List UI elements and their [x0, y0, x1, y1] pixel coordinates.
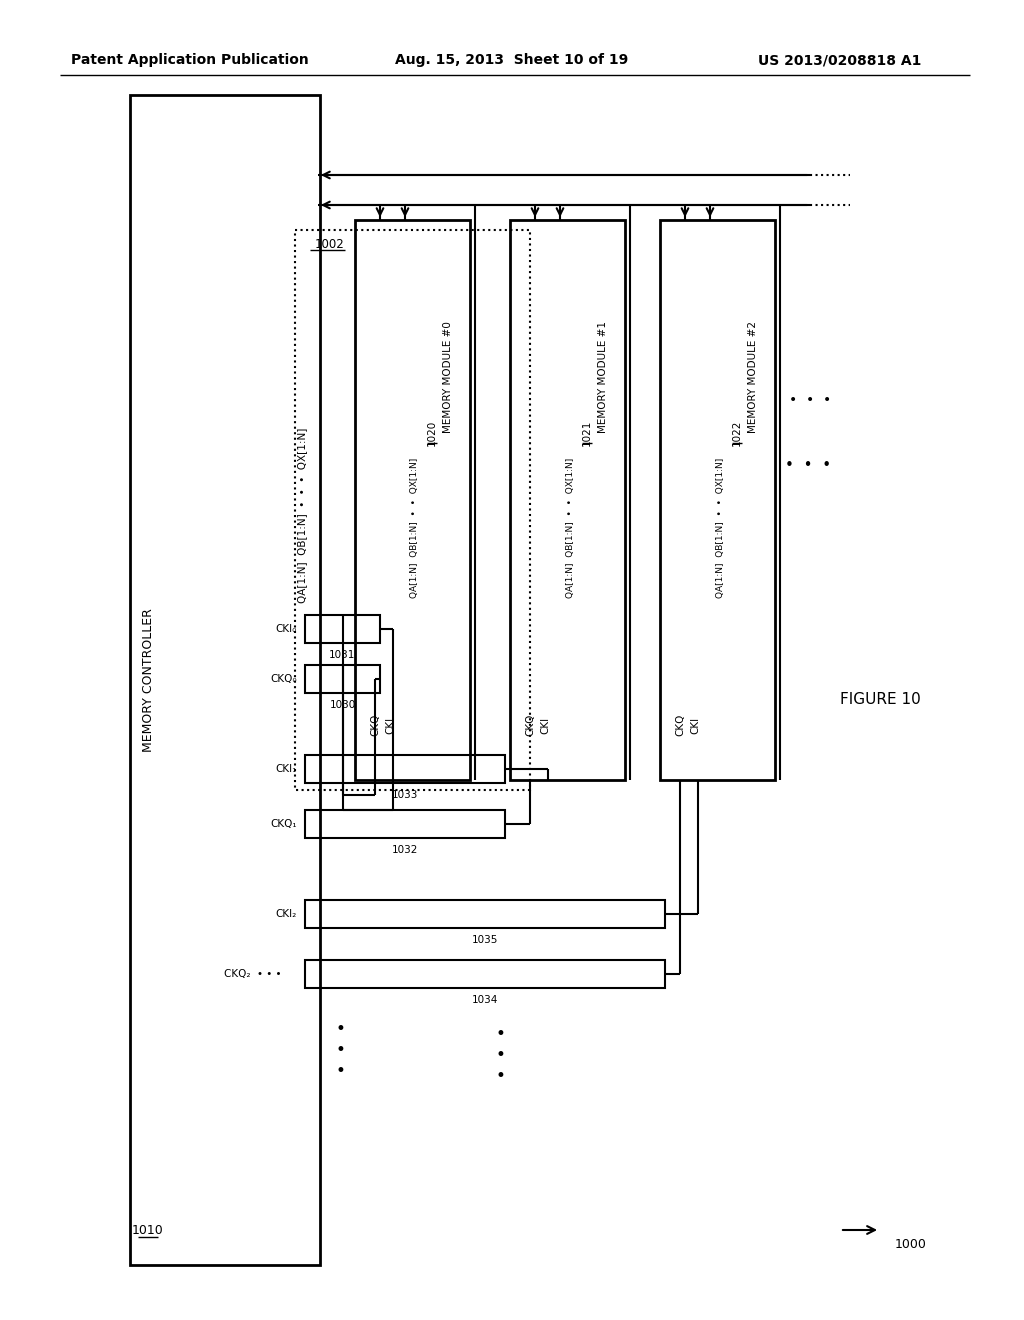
- Bar: [660, 220, 775, 780]
- Bar: [305, 755, 505, 783]
- Text: CKQ₀: CKQ₀: [270, 675, 297, 684]
- Bar: [130, 95, 319, 1265]
- Text: 1022: 1022: [732, 420, 742, 446]
- Bar: [295, 230, 530, 789]
- Text: Patent Application Publication: Patent Application Publication: [71, 53, 309, 67]
- Text: CKQ: CKQ: [675, 714, 685, 737]
- Text: CKI: CKI: [385, 717, 395, 734]
- Text: CKI: CKI: [540, 717, 550, 734]
- Text: US 2013/0208818 A1: US 2013/0208818 A1: [759, 53, 922, 67]
- Text: CKI: CKI: [690, 717, 700, 734]
- Text: FIGURE 10: FIGURE 10: [840, 693, 921, 708]
- Bar: [305, 810, 505, 838]
- Text: 1032: 1032: [392, 845, 418, 855]
- Text: CKI₂: CKI₂: [275, 909, 297, 919]
- Text: QA[1:N]  QB[1:N]  •  •  QX[1:N]: QA[1:N] QB[1:N] • • QX[1:N]: [716, 458, 725, 598]
- Text: 1031: 1031: [330, 649, 355, 660]
- Text: CKQ₁: CKQ₁: [270, 818, 297, 829]
- Text: CKI₁: CKI₁: [275, 764, 297, 774]
- Text: 1010: 1010: [132, 1224, 164, 1237]
- Text: 1002: 1002: [315, 239, 345, 252]
- Text: Aug. 15, 2013  Sheet 10 of 19: Aug. 15, 2013 Sheet 10 of 19: [395, 53, 629, 67]
- Bar: [305, 615, 380, 643]
- Bar: [305, 665, 380, 693]
- Text: 1035: 1035: [472, 935, 499, 945]
- Text: MEMORY MODULE #0: MEMORY MODULE #0: [443, 321, 453, 433]
- Text: CKQ: CKQ: [525, 714, 535, 737]
- Text: 1020: 1020: [427, 420, 437, 446]
- Text: •  •  •: • • •: [785, 458, 831, 473]
- Text: 1000: 1000: [895, 1238, 927, 1251]
- Text: QA[1:N]  QB[1:N]  •  •  QX[1:N]: QA[1:N] QB[1:N] • • QX[1:N]: [565, 458, 574, 598]
- Bar: [305, 960, 665, 987]
- Text: 1021: 1021: [582, 420, 592, 446]
- Text: QA[1:N]  QB[1:N]  •  •  QX[1:N]: QA[1:N] QB[1:N] • • QX[1:N]: [411, 458, 420, 598]
- Text: •
•
•: • • •: [495, 1026, 505, 1085]
- Text: 1030: 1030: [330, 700, 355, 710]
- Text: MEMORY MODULE #1: MEMORY MODULE #1: [598, 321, 608, 433]
- Text: 1034: 1034: [472, 995, 499, 1005]
- Text: •  •  •: • • •: [788, 393, 831, 407]
- Bar: [355, 220, 470, 780]
- Text: 1033: 1033: [392, 789, 418, 800]
- Text: MEMORY CONTROLLER: MEMORY CONTROLLER: [141, 609, 155, 752]
- Text: CKQ₂  • • •: CKQ₂ • • •: [224, 969, 282, 979]
- Bar: [510, 220, 625, 780]
- Text: CKI₀: CKI₀: [275, 624, 297, 634]
- Bar: [305, 900, 665, 928]
- Text: CKQ: CKQ: [370, 714, 380, 737]
- Text: •
•
•: • • •: [335, 1020, 345, 1080]
- Text: MEMORY MODULE #2: MEMORY MODULE #2: [748, 321, 758, 433]
- Text: QA[1:N]  QB[1:N]  •  •  •  QX[1:N]: QA[1:N] QB[1:N] • • • QX[1:N]: [297, 428, 307, 603]
